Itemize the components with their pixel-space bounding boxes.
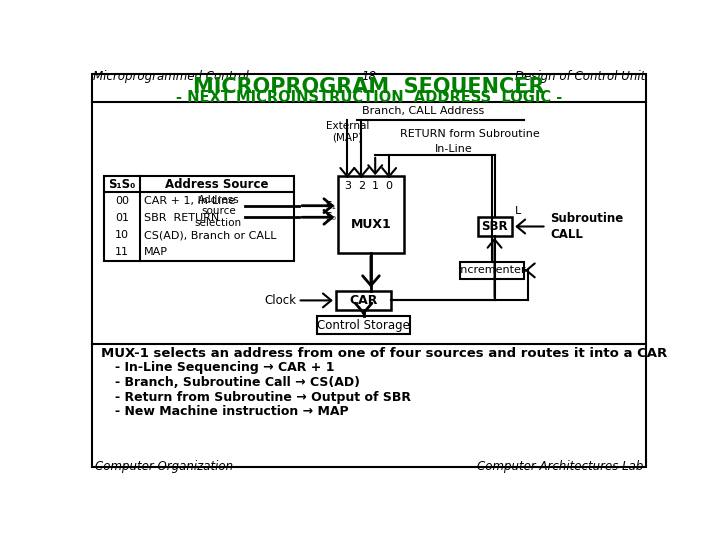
Text: CAR + 1, In-Line: CAR + 1, In-Line <box>144 195 235 206</box>
Text: MICROPROGRAM  SEQUENCER: MICROPROGRAM SEQUENCER <box>193 77 545 97</box>
Text: Incrementer: Incrementer <box>458 265 526 275</box>
Text: CS(AD), Branch or CALL: CS(AD), Branch or CALL <box>144 230 276 240</box>
Bar <box>317 316 410 334</box>
Text: Computer Architectures Lab: Computer Architectures Lab <box>477 460 644 473</box>
Text: Control Storage: Control Storage <box>317 319 410 332</box>
Text: RETURN form Subroutine: RETURN form Subroutine <box>400 129 539 139</box>
Bar <box>477 217 512 236</box>
Text: Microprogrammed Control: Microprogrammed Control <box>93 70 249 83</box>
Text: Design of Control Unit: Design of Control Unit <box>515 70 645 83</box>
Text: 3: 3 <box>344 181 351 191</box>
Text: - Return from Subroutine → Output of SBR: - Return from Subroutine → Output of SBR <box>114 390 411 403</box>
Text: - Branch, Subroutine Call → CS(AD): - Branch, Subroutine Call → CS(AD) <box>114 376 360 389</box>
Text: In-Line: In-Line <box>436 145 473 154</box>
Bar <box>104 177 294 261</box>
Text: External
(MAP): External (MAP) <box>325 121 369 143</box>
Text: S₁: S₁ <box>325 201 336 211</box>
Text: 01: 01 <box>114 213 129 223</box>
Text: 11: 11 <box>114 247 129 258</box>
Bar <box>461 262 524 279</box>
Text: Subroutine
CALL: Subroutine CALL <box>550 213 624 240</box>
Text: SBR: SBR <box>481 220 508 233</box>
Text: S₁S₀: S₁S₀ <box>108 178 135 191</box>
Text: Computer Organization: Computer Organization <box>94 460 233 473</box>
Bar <box>338 177 404 253</box>
Text: 1: 1 <box>372 181 379 191</box>
Text: Clock: Clock <box>264 294 296 307</box>
Text: S₀: S₀ <box>325 212 336 222</box>
Text: MUX1: MUX1 <box>351 218 391 231</box>
Text: MUX-1 selects an address from one of four sources and routes it into a CAR: MUX-1 selects an address from one of fou… <box>101 347 667 360</box>
Text: Branch, CALL Address: Branch, CALL Address <box>362 106 485 117</box>
Text: - New Machine instruction → MAP: - New Machine instruction → MAP <box>114 405 348 418</box>
Bar <box>336 291 391 309</box>
Text: Address Source: Address Source <box>165 178 269 191</box>
Text: 10: 10 <box>114 230 129 240</box>
Text: - In-Line Sequencing → CAR + 1: - In-Line Sequencing → CAR + 1 <box>114 361 334 374</box>
Text: - NEXT MICROINSTRUCTION  ADDRESS  LOGIC -: - NEXT MICROINSTRUCTION ADDRESS LOGIC - <box>176 90 562 105</box>
Text: 0: 0 <box>386 181 392 191</box>
Text: 18: 18 <box>361 70 377 83</box>
Text: 00: 00 <box>114 195 129 206</box>
Text: Address
source
selection: Address source selection <box>195 195 242 228</box>
Text: CAR: CAR <box>349 294 378 307</box>
Text: 2: 2 <box>358 181 365 191</box>
Text: L: L <box>515 206 521 215</box>
Text: MAP: MAP <box>144 247 168 258</box>
Text: SBR  RETURN: SBR RETURN <box>144 213 220 223</box>
